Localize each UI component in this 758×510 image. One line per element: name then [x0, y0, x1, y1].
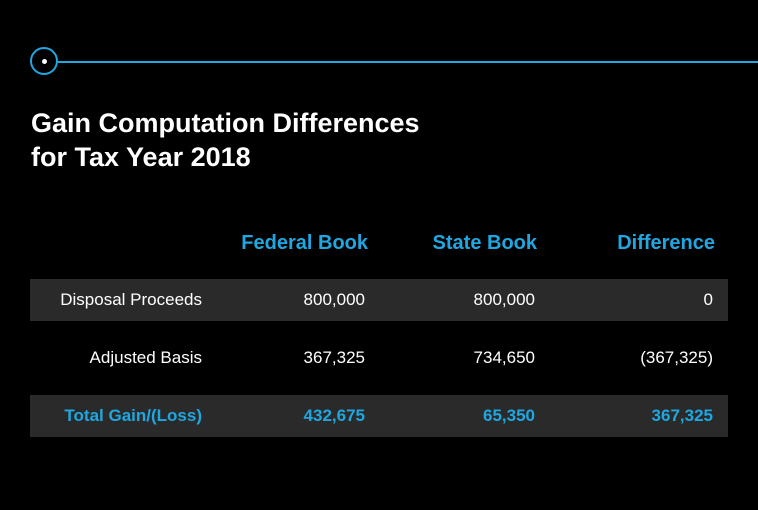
table-row-adjusted-basis: Adjusted Basis 367,325 734,650 (367,325)	[30, 337, 728, 379]
state-book-value: 800,000	[473, 290, 535, 309]
gain-computation-table: Federal Book State Book Difference Dispo…	[30, 226, 728, 437]
federal-book-value: 367,325	[303, 348, 365, 367]
difference-value: 0	[703, 290, 713, 309]
difference-value: (367,325)	[640, 348, 713, 367]
column-header-difference: Difference	[617, 232, 715, 254]
page-title-line-1: Gain Computation Differences	[31, 108, 420, 138]
row-label: Adjusted Basis	[89, 348, 202, 367]
page-title-line-2: for Tax Year 2018	[31, 142, 251, 172]
table-row-total-gain-loss: Total Gain/(Loss) 432,675 65,350 367,325	[30, 395, 728, 437]
page-title: Gain Computation Differences for Tax Yea…	[31, 106, 420, 174]
state-book-value: 65,350	[483, 406, 535, 425]
timeline-line	[58, 61, 758, 63]
state-book-value: 734,650	[473, 348, 535, 367]
federal-book-value: 800,000	[303, 290, 365, 309]
row-spacer	[30, 321, 728, 337]
row-spacer	[30, 379, 728, 395]
table-header-row: Federal Book State Book Difference	[30, 226, 728, 260]
column-header-federal-book: Federal Book	[241, 232, 368, 254]
timeline-marker	[30, 47, 58, 75]
difference-value: 367,325	[651, 406, 713, 425]
timeline-dot-icon	[42, 59, 47, 64]
column-header-state-book: State Book	[432, 232, 537, 254]
federal-book-value: 432,675	[303, 406, 365, 425]
table-row-disposal-proceeds: Disposal Proceeds 800,000 800,000 0	[30, 279, 728, 321]
row-label: Disposal Proceeds	[60, 290, 202, 309]
row-label: Total Gain/(Loss)	[64, 406, 202, 425]
